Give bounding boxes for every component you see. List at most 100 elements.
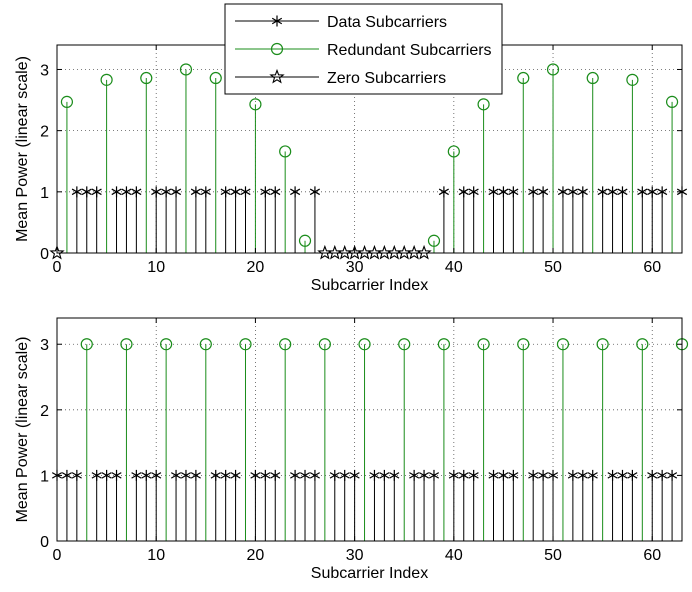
y-axis-label: Mean Power (linear scale) xyxy=(14,56,31,242)
marker-asterisk xyxy=(161,186,172,198)
marker-asterisk xyxy=(230,469,241,481)
y-tick-label: 1 xyxy=(40,468,49,485)
x-tick-label: 30 xyxy=(346,259,364,276)
marker-asterisk xyxy=(557,186,569,198)
marker-asterisk xyxy=(250,469,261,481)
x-tick-label: 0 xyxy=(53,259,62,276)
x-tick-label: 60 xyxy=(643,547,661,564)
marker-asterisk xyxy=(567,469,578,481)
marker-asterisk xyxy=(190,469,201,481)
marker-asterisk xyxy=(607,186,618,198)
marker-asterisk xyxy=(290,186,301,198)
marker-asterisk xyxy=(369,469,380,481)
x-tick-label: 60 xyxy=(643,259,661,276)
marker-circle xyxy=(556,338,570,351)
marker-asterisk xyxy=(458,186,469,198)
marker-asterisk xyxy=(617,186,628,198)
marker-asterisk xyxy=(151,469,162,481)
marker-circle xyxy=(517,71,530,85)
marker-asterisk xyxy=(458,469,469,481)
marker-asterisk xyxy=(528,186,539,198)
marker-asterisk xyxy=(528,469,539,481)
y-tick-label: 3 xyxy=(40,62,49,79)
x-tick-label: 0 xyxy=(53,547,62,564)
marker-circle xyxy=(398,338,411,351)
marker-asterisk xyxy=(389,469,400,481)
marker-circle xyxy=(60,95,74,108)
x-tick-label: 40 xyxy=(445,259,463,276)
marker-asterisk xyxy=(547,469,559,481)
marker-asterisk xyxy=(81,186,92,198)
x-tick-label: 10 xyxy=(147,259,165,276)
marker-asterisk xyxy=(329,469,340,481)
marker-asterisk xyxy=(200,186,211,198)
marker-circle xyxy=(199,338,212,351)
marker-asterisk xyxy=(91,469,102,481)
marker-circle xyxy=(665,95,679,108)
axes-box xyxy=(56,317,683,542)
legend-label: Zero Subcarriers xyxy=(327,70,446,87)
marker-asterisk xyxy=(220,186,231,198)
marker-circle xyxy=(477,338,490,351)
marker-circle xyxy=(239,338,252,351)
marker-asterisk xyxy=(180,469,192,481)
marker-asterisk xyxy=(657,469,668,481)
x-axis-label: Subcarrier Index xyxy=(311,277,428,294)
legend-entry: Zero Subcarriers xyxy=(235,68,446,87)
marker-circle xyxy=(596,338,609,351)
marker-circle xyxy=(279,145,292,158)
marker-asterisk xyxy=(141,469,152,481)
marker-circle xyxy=(318,338,331,351)
x-tick-label: 50 xyxy=(544,547,562,564)
marker-asterisk xyxy=(240,186,251,198)
marker-asterisk xyxy=(508,186,519,198)
x-axis-label: Subcarrier Index xyxy=(311,565,428,582)
y-tick-label: 1 xyxy=(40,185,49,202)
marker-asterisk xyxy=(270,186,281,198)
marker-circle xyxy=(249,98,262,111)
legend-label: Redundant Subcarriers xyxy=(327,42,492,59)
marker-asterisk xyxy=(567,186,578,198)
marker-asterisk xyxy=(260,186,271,198)
marker-asterisk xyxy=(220,469,231,481)
marker-asterisk xyxy=(299,469,311,481)
marker-asterisk xyxy=(438,186,449,198)
legend-marker-circle xyxy=(270,42,284,56)
marker-asterisk xyxy=(607,469,618,481)
marker-asterisk xyxy=(419,469,430,481)
marker-asterisk xyxy=(230,186,241,198)
y-tick-label: 0 xyxy=(40,534,49,551)
marker-asterisk xyxy=(577,469,588,481)
marker-asterisk xyxy=(290,469,301,481)
marker-asterisk xyxy=(577,186,588,198)
series-pentagram xyxy=(49,244,432,260)
marker-asterisk xyxy=(131,469,142,481)
legend-entry: Data Subcarriers xyxy=(235,14,447,31)
marker-asterisk xyxy=(379,469,390,481)
x-tick-label: 30 xyxy=(346,547,364,564)
marker-asterisk xyxy=(101,469,112,481)
marker-asterisk xyxy=(170,469,182,481)
marker-asterisk xyxy=(61,469,72,481)
marker-asterisk xyxy=(587,469,598,481)
marker-asterisk xyxy=(617,469,628,481)
marker-asterisk xyxy=(170,186,182,198)
series-circle xyxy=(60,63,679,253)
marker-circle xyxy=(477,98,490,111)
marker-asterisk xyxy=(498,186,509,198)
marker-circle xyxy=(179,63,193,76)
legend-label: Data Subcarriers xyxy=(327,14,447,31)
marker-circle xyxy=(279,338,292,351)
marker-asterisk xyxy=(468,186,479,198)
marker-asterisk xyxy=(657,186,668,198)
marker-asterisk xyxy=(151,186,162,198)
marker-circle xyxy=(636,338,649,351)
marker-circle xyxy=(586,71,599,85)
marker-asterisk xyxy=(667,469,678,481)
marker-circle xyxy=(358,338,371,351)
marker-circle xyxy=(437,338,451,351)
marker-asterisk xyxy=(637,186,648,198)
marker-asterisk xyxy=(270,469,281,481)
marker-asterisk xyxy=(468,469,479,481)
legend-entry: Redundant Subcarriers xyxy=(235,42,492,59)
